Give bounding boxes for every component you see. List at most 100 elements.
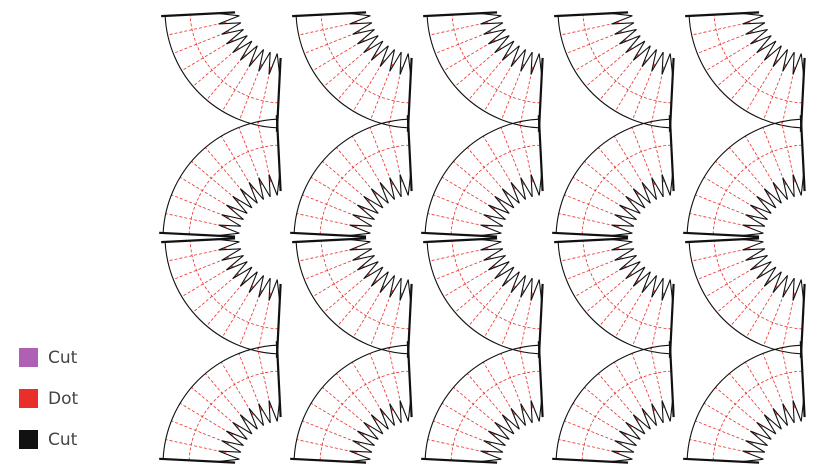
dot-line (716, 161, 763, 201)
dot-line (258, 122, 271, 183)
dot-arc (189, 145, 278, 234)
dot-line (324, 274, 370, 313)
dot-line (207, 280, 246, 326)
dot-arc (582, 371, 671, 460)
dot-line (442, 177, 495, 209)
pattern-piece (159, 115, 280, 236)
dot-line (313, 40, 364, 71)
dot-line (502, 64, 524, 120)
dot-line (717, 274, 763, 313)
dot-line (239, 127, 262, 185)
dot-line (352, 362, 384, 415)
dot-line (501, 353, 524, 411)
dot-line (731, 280, 770, 326)
dot-line (745, 136, 777, 189)
dot-line (353, 60, 384, 111)
dot-line (564, 421, 622, 444)
dot-line (704, 177, 757, 209)
dot-line (614, 362, 646, 415)
dot-line (192, 387, 239, 427)
dot-line (193, 274, 239, 313)
dot-line (520, 67, 533, 126)
dot-line (483, 136, 515, 189)
dot-line (304, 31, 360, 53)
pattern-piece (423, 12, 542, 131)
pattern-piece (554, 12, 673, 131)
dot-line (782, 122, 795, 183)
dot-line (469, 280, 508, 326)
dot-line (240, 64, 262, 120)
dot-arc (452, 15, 540, 103)
legend-label: Cut (48, 430, 78, 450)
dot-line (193, 48, 239, 87)
dot-line (338, 54, 377, 100)
dot-line (729, 148, 769, 195)
dot-line (692, 22, 751, 35)
dot-line (221, 362, 253, 415)
dot-line (651, 122, 664, 183)
pattern-piece (290, 341, 411, 462)
dot-line (299, 22, 358, 35)
dot-arc (321, 241, 409, 329)
legend-label: Dot (48, 389, 78, 409)
dot-line (695, 421, 753, 444)
pattern-piece (161, 238, 280, 357)
pattern-piece (685, 12, 804, 131)
dot-line (168, 22, 227, 35)
dot-line (717, 48, 763, 87)
dot-line (205, 148, 245, 195)
dot-line (304, 257, 360, 279)
dot-arc (451, 371, 540, 460)
dot-arc (714, 241, 802, 329)
dot-line (168, 248, 227, 261)
dot-line (600, 54, 639, 100)
dot-line (501, 127, 524, 185)
dot-line (311, 177, 364, 209)
dot-line (428, 214, 489, 227)
dot-line (430, 22, 489, 35)
dot-line (336, 148, 376, 195)
dot-line (258, 293, 271, 352)
pattern (159, 12, 804, 462)
dot-line (763, 127, 786, 185)
dot-line (615, 286, 646, 337)
dot-line (239, 353, 262, 411)
dot-line (469, 54, 508, 100)
dot-arc (451, 145, 540, 234)
pattern-piece (159, 341, 280, 462)
dot-line (764, 64, 786, 120)
dot-line (182, 40, 233, 71)
dot-line (483, 362, 515, 415)
cut-outline (427, 239, 542, 354)
dot-line (520, 348, 533, 409)
cut-outline (165, 13, 280, 128)
dot-line (633, 64, 655, 120)
dot-line (706, 266, 757, 297)
dot-line (192, 161, 239, 201)
dot-line (299, 248, 358, 261)
dot-line (442, 403, 495, 435)
dot-line (716, 387, 763, 427)
dot-line (166, 214, 227, 227)
pattern-piece (683, 341, 804, 462)
dot-arc (190, 241, 278, 329)
dot-line (435, 257, 491, 279)
dot-line (706, 40, 757, 71)
pattern-piece (554, 238, 673, 357)
dot-line (695, 195, 753, 218)
dot-arc (713, 371, 802, 460)
dot-line (311, 403, 364, 435)
dot-line (564, 195, 622, 218)
dot-line (313, 266, 364, 297)
dot-line (389, 348, 402, 409)
dot-line (566, 31, 622, 53)
dot-line (598, 148, 638, 195)
dot-line (454, 161, 501, 201)
dot-line (222, 60, 253, 111)
dot-line (297, 440, 358, 453)
dot-line (370, 353, 393, 411)
legend-swatch (19, 348, 38, 367)
legend-label: Cut (48, 348, 78, 368)
dot-line (258, 67, 271, 126)
dot-line (433, 195, 491, 218)
